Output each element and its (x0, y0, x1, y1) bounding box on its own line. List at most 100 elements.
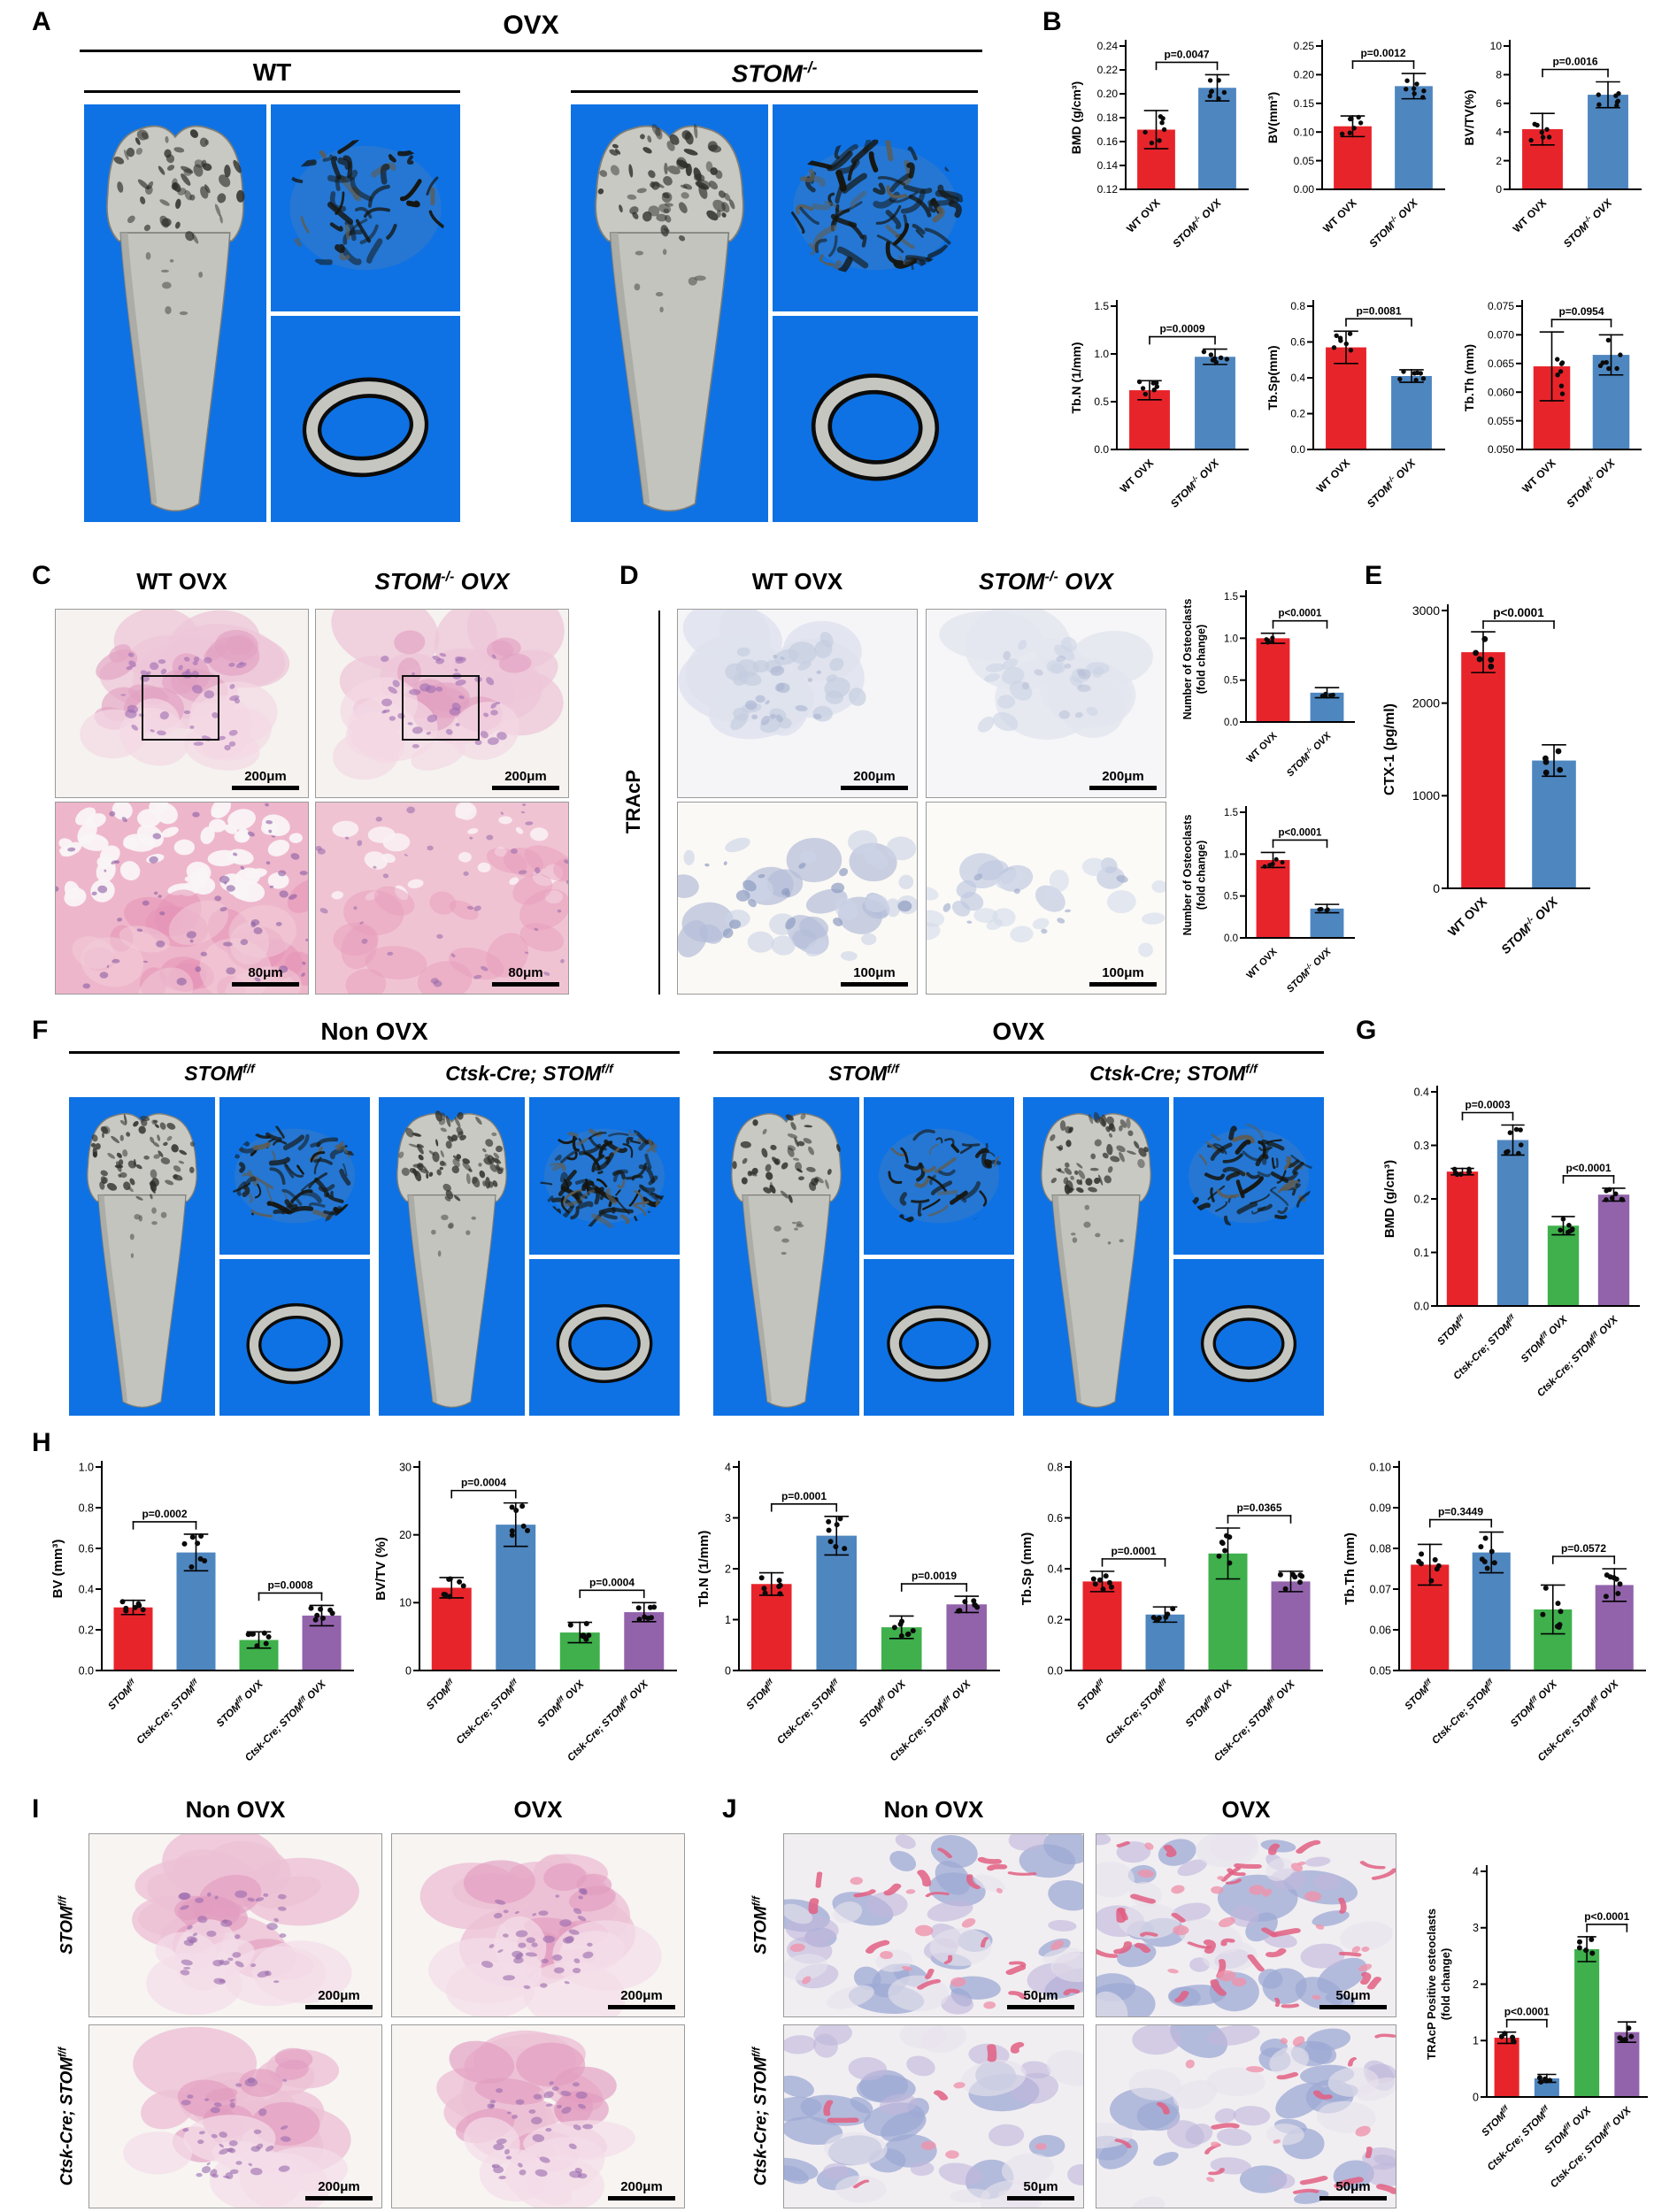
tracp-j-ctskcre-ovx-scalebar: 50μm (1319, 2179, 1387, 2200)
svg-text:STOM-/-​ OVX: STOM-/-​ OVX (1563, 455, 1618, 510)
svg-text:p=0.0012: p=0.0012 (1360, 47, 1405, 59)
histology-c-wt-zoom-scale-bar (232, 982, 299, 987)
svg-text:0.8: 0.8 (1290, 300, 1305, 312)
svg-text:Tb.Th (mm): Tb.Th (mm) (1342, 1532, 1358, 1605)
svg-text:2: 2 (1473, 1978, 1479, 1991)
microct-f-ctskcre-nonovx-cortical-ring-scan (529, 1259, 680, 1416)
panel-i-row-stomff: STOMf/f (57, 1896, 77, 1955)
tracp-j-ctskcre-nonovx-scale-bar (1007, 2196, 1074, 2200)
svg-text:10: 10 (1490, 40, 1503, 52)
svg-text:1.0: 1.0 (1224, 634, 1238, 644)
svg-text:BV(mm³): BV(mm³) (1266, 92, 1280, 143)
svg-text:p=0.0002: p=0.0002 (142, 1508, 187, 1520)
svg-text:Tb.N (1/mm): Tb.N (1/mm) (1069, 342, 1083, 414)
svg-text:0.4: 0.4 (1290, 372, 1305, 384)
svg-text:3: 3 (725, 1512, 731, 1525)
svg-text:STOM-/-​ OVX: STOM-/-​ OVX (1364, 455, 1419, 510)
svg-text:p=0.0003: p=0.0003 (1465, 1099, 1510, 1111)
svg-text:0.2: 0.2 (1414, 1193, 1429, 1205)
panel-d-header-stom: STOM-/- OVX (979, 568, 1113, 595)
chart-B-TbSp-svg: 0.0 0.2 0.4 0.6 0.8 Tb.Sp(mm) WT OVX STOM-/-​ O… (1266, 300, 1445, 511)
svg-text:0.12: 0.12 (1097, 183, 1119, 196)
panel-f-letter: F (32, 1016, 49, 1045)
tracp-d-stom-overview-scalebar: 200μm (1089, 769, 1157, 790)
histology-c-stom-overview-scalebar: 200μm (492, 769, 559, 790)
tracp-j-stomff-nonovx-scale-bar (1007, 2005, 1074, 2009)
svg-text:0.8: 0.8 (1048, 1461, 1063, 1473)
svg-text:BMD (g/cm³): BMD (g/cm³) (1069, 81, 1083, 154)
svg-text:0.2: 0.2 (79, 1624, 94, 1636)
chart-B-BMD: 0.12 0.14 0.16 0.18 0.20 0.22 0.24 BMD (g/cm³) W… (1067, 19, 1255, 267)
svg-text:BV (mm³): BV (mm³) (50, 1540, 65, 1599)
svg-text:0.24: 0.24 (1097, 40, 1119, 52)
svg-text:p=0.0019: p=0.0019 (912, 1570, 957, 1582)
histology-c-stom-zoom-scalebar: 80μm (492, 965, 559, 987)
svg-text:STOMf/f​: STOMf/f​ (1478, 2102, 1514, 2139)
svg-text:Ctsk-Cre; STOMf/f​: Ctsk-Cre; STOMf/f​ (1428, 1676, 1499, 1747)
svg-text:(fold change): (fold change) (1439, 1948, 1452, 2021)
histology-i-ctskcre-ovx-scale-bar (608, 2196, 675, 2200)
panel-f-ovx-rule (713, 1051, 1324, 1054)
svg-text:STOM-/-​ OVX: STOM-/-​ OVX (1283, 945, 1334, 995)
panel-f-group-1: STOMf/f (184, 1062, 255, 1085)
svg-text:0.4: 0.4 (1414, 1086, 1429, 1098)
svg-text:STOMf/f​ OVX: STOMf/f​ OVX (534, 1676, 587, 1729)
svg-text:STOMf/f​: STOMf/f​ (423, 1676, 459, 1712)
svg-text:1.5: 1.5 (1094, 300, 1109, 312)
svg-text:p<0.0001: p<0.0001 (1584, 1910, 1629, 1923)
panel-c-header-wt: WT OVX (136, 568, 227, 595)
tracp-j-stomff-nonovx-scale-label: 50μm (1023, 1988, 1058, 2003)
svg-text:0.22: 0.22 (1097, 64, 1119, 76)
histology-i-stomff-ovx-scalebar: 200μm (608, 1988, 675, 2009)
histology-i-ctskcre-nonovx-scale-bar (305, 2196, 373, 2200)
svg-text:0.1: 0.1 (1414, 1247, 1429, 1259)
panel-j-row-stomff: STOMf/f (750, 1896, 771, 1955)
svg-text:0.06: 0.06 (1370, 1624, 1391, 1636)
chart-G-BMD-svg: 0.0 0.1 0.2 0.3 0.4 BMD (g/cm³) STOMf/f​ Ctsk-C… (1382, 1086, 1640, 1399)
panel-j-letter: J (722, 1794, 737, 1824)
microct-a-wt-trabecular-scan (271, 104, 460, 311)
histology-c-stom-zoom-scale-label: 80μm (508, 965, 543, 980)
svg-text:0.5: 0.5 (1224, 676, 1238, 687)
chart-E-CTX-svg: 0 1000 2000 3000 CTX-1 (pg/ml) WT OVX STOM-/-​… (1382, 603, 1590, 956)
panel-d-stain-label: TRAcP (622, 769, 644, 834)
svg-text:1: 1 (1473, 2035, 1479, 2047)
panel-d-letter: D (619, 561, 639, 590)
tracp-j-ctskcre-nonovx: 50μm (783, 2024, 1084, 2208)
panel-f-group-3: STOMf/f (828, 1062, 899, 1085)
histology-i-ctskcre-nonovx-scale-label: 200μm (318, 2179, 360, 2194)
panel-b-letter: B (1042, 7, 1062, 36)
svg-text:STOMf/f​ OVX: STOMf/f​ OVX (1517, 1311, 1570, 1364)
svg-text:0.5: 0.5 (1094, 396, 1109, 408)
svg-text:0.20: 0.20 (1097, 88, 1119, 100)
svg-text:30: 30 (399, 1461, 412, 1473)
svg-text:p<0.0001: p<0.0001 (1566, 1162, 1611, 1174)
svg-text:Number of Osteoclasts: Number of Osteoclasts (1181, 815, 1194, 936)
svg-text:0.0: 0.0 (1048, 1664, 1063, 1677)
panel-c-letter: C (32, 561, 51, 590)
chart-B-BVTV: 0 2 4 6 8 10 BV/TV(%) WT OVX STOM-/-​ OVX p=0.001… (1460, 19, 1648, 267)
chart-B-TbTh-svg: 0.050 0.055 0.060 0.065 0.070 0.075 Tb.Th (mm)… (1462, 300, 1642, 511)
svg-text:Ctsk-Cre; STOMf/f​: Ctsk-Cre; STOMf/f​ (1483, 2102, 1554, 2173)
svg-text:0.0: 0.0 (79, 1664, 94, 1677)
panel-i-header-nonovx: Non OVX (185, 1796, 286, 1823)
svg-text:p=0.0572: p=0.0572 (1561, 1542, 1606, 1555)
svg-text:Ctsk-Cre; STOMf/f​: Ctsk-Cre; STOMf/f​ (133, 1676, 204, 1747)
svg-text:0.0: 0.0 (1414, 1300, 1429, 1312)
microct-a-stom-trabecular-scan (773, 104, 978, 311)
svg-text:Tb.N (1/mm): Tb.N (1/mm) (696, 1531, 712, 1608)
svg-text:STOMf/f​ OVX: STOMf/f​ OVX (856, 1676, 909, 1729)
svg-text:0.0: 0.0 (1224, 718, 1238, 728)
microct-f-stomff-nonovx-trabecular-scan (219, 1097, 370, 1255)
svg-text:STOM-/-​ OVX: STOM-/-​ OVX (1366, 195, 1420, 250)
chart-E-CTX: 0 1000 2000 3000 CTX-1 (pg/ml) WT OVX STOM-/-​… (1381, 575, 1621, 993)
tracp-d-wt-overview: 200μm (677, 609, 918, 798)
svg-text:0: 0 (405, 1664, 412, 1677)
tracp-j-ctskcre-nonovx-scalebar: 50μm (1007, 2179, 1074, 2200)
svg-text:WT OVX: WT OVX (1519, 457, 1558, 495)
panel-a-group-stom: STOM-/- (731, 58, 818, 88)
microct-f-ctskcre-ovx-cortical-ring-scan (1173, 1259, 1324, 1416)
histology-i-stomff-ovx-scale-label: 200μm (620, 1988, 663, 2003)
panel-a-stom-rule (571, 90, 978, 93)
